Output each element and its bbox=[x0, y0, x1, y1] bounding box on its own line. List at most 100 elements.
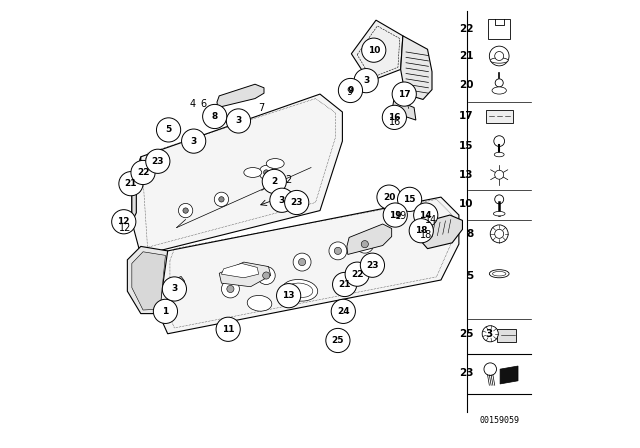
Text: 9: 9 bbox=[346, 87, 352, 97]
Circle shape bbox=[227, 109, 250, 133]
Text: 13: 13 bbox=[459, 170, 473, 180]
Polygon shape bbox=[132, 157, 141, 222]
Polygon shape bbox=[500, 366, 518, 384]
Circle shape bbox=[293, 253, 311, 271]
Text: 20: 20 bbox=[459, 80, 473, 90]
Text: 16: 16 bbox=[388, 113, 401, 122]
Polygon shape bbox=[401, 36, 432, 99]
Text: 12: 12 bbox=[119, 224, 131, 233]
Ellipse shape bbox=[492, 271, 506, 276]
FancyBboxPatch shape bbox=[497, 329, 516, 342]
Text: 21: 21 bbox=[339, 280, 351, 289]
Circle shape bbox=[203, 104, 227, 129]
Circle shape bbox=[214, 192, 228, 207]
Text: 19: 19 bbox=[389, 211, 401, 220]
Circle shape bbox=[413, 203, 438, 227]
Polygon shape bbox=[165, 122, 179, 137]
Text: 15: 15 bbox=[459, 141, 473, 151]
Text: 21: 21 bbox=[125, 179, 137, 188]
Circle shape bbox=[495, 229, 504, 238]
Text: 9: 9 bbox=[348, 86, 354, 95]
Polygon shape bbox=[127, 246, 168, 314]
Circle shape bbox=[397, 187, 422, 211]
Circle shape bbox=[362, 38, 386, 62]
Ellipse shape bbox=[490, 270, 509, 278]
Text: 5: 5 bbox=[166, 125, 172, 134]
Circle shape bbox=[156, 118, 180, 142]
Circle shape bbox=[285, 190, 308, 215]
Ellipse shape bbox=[247, 295, 272, 311]
Text: 5: 5 bbox=[466, 271, 473, 280]
Polygon shape bbox=[159, 197, 459, 334]
Circle shape bbox=[329, 242, 347, 260]
Circle shape bbox=[259, 165, 273, 180]
Text: 14: 14 bbox=[419, 211, 432, 220]
Circle shape bbox=[345, 262, 369, 286]
Circle shape bbox=[361, 241, 369, 248]
Polygon shape bbox=[168, 276, 185, 288]
Ellipse shape bbox=[494, 152, 504, 157]
Polygon shape bbox=[347, 224, 392, 254]
Circle shape bbox=[163, 277, 186, 301]
Circle shape bbox=[332, 299, 355, 323]
Circle shape bbox=[356, 235, 374, 253]
Circle shape bbox=[111, 210, 136, 234]
Circle shape bbox=[482, 326, 499, 342]
Text: 17: 17 bbox=[398, 90, 410, 99]
Text: 15: 15 bbox=[403, 195, 416, 204]
Text: 3: 3 bbox=[485, 329, 493, 339]
Text: 25: 25 bbox=[332, 336, 344, 345]
Ellipse shape bbox=[495, 79, 503, 87]
Circle shape bbox=[276, 284, 301, 308]
Polygon shape bbox=[132, 94, 342, 255]
Circle shape bbox=[216, 317, 240, 341]
Ellipse shape bbox=[493, 211, 505, 216]
Circle shape bbox=[227, 285, 234, 293]
Polygon shape bbox=[221, 263, 259, 278]
Circle shape bbox=[377, 185, 401, 209]
Circle shape bbox=[298, 258, 306, 266]
Text: 2: 2 bbox=[271, 177, 277, 186]
Polygon shape bbox=[419, 215, 463, 249]
Ellipse shape bbox=[287, 283, 313, 297]
Text: 17: 17 bbox=[459, 112, 473, 121]
Text: 23: 23 bbox=[366, 261, 379, 270]
Ellipse shape bbox=[266, 159, 284, 168]
Text: 10: 10 bbox=[367, 46, 380, 55]
Polygon shape bbox=[351, 20, 403, 82]
Text: 18: 18 bbox=[420, 230, 432, 240]
FancyBboxPatch shape bbox=[486, 110, 513, 123]
Circle shape bbox=[154, 299, 177, 323]
Polygon shape bbox=[217, 84, 264, 108]
Text: 22: 22 bbox=[137, 168, 149, 177]
Circle shape bbox=[270, 188, 294, 212]
Circle shape bbox=[484, 363, 497, 375]
Text: 13: 13 bbox=[282, 291, 295, 300]
Circle shape bbox=[495, 170, 504, 179]
Text: 25: 25 bbox=[459, 329, 473, 339]
Circle shape bbox=[409, 219, 433, 243]
Circle shape bbox=[131, 160, 155, 185]
Circle shape bbox=[179, 203, 193, 218]
Circle shape bbox=[382, 105, 406, 129]
Polygon shape bbox=[219, 262, 271, 287]
Circle shape bbox=[326, 328, 350, 353]
Circle shape bbox=[495, 52, 504, 60]
Text: 6: 6 bbox=[200, 99, 207, 109]
Ellipse shape bbox=[282, 280, 317, 301]
Circle shape bbox=[264, 170, 269, 175]
Circle shape bbox=[262, 272, 270, 279]
Ellipse shape bbox=[490, 58, 508, 63]
Text: 23: 23 bbox=[291, 198, 303, 207]
Text: 22: 22 bbox=[459, 24, 473, 34]
Text: 4: 4 bbox=[189, 99, 195, 109]
Circle shape bbox=[119, 172, 143, 196]
Circle shape bbox=[219, 197, 224, 202]
Circle shape bbox=[339, 78, 362, 103]
Circle shape bbox=[146, 149, 170, 173]
Circle shape bbox=[383, 203, 408, 227]
Text: 3: 3 bbox=[236, 116, 241, 125]
Circle shape bbox=[490, 225, 508, 243]
Text: 16: 16 bbox=[389, 117, 401, 127]
Text: 7: 7 bbox=[259, 103, 265, 113]
